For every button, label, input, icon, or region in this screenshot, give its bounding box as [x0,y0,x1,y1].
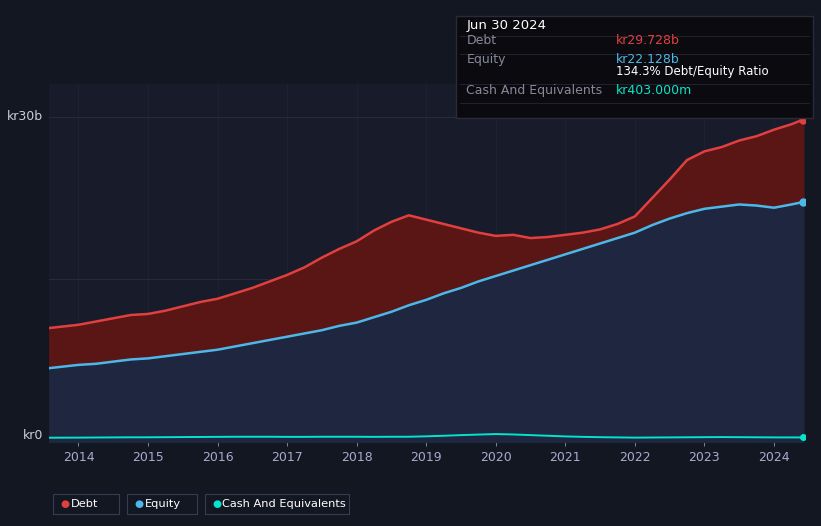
Text: Debt: Debt [466,34,497,47]
Text: kr0: kr0 [23,429,44,442]
Text: Debt: Debt [71,499,98,509]
Text: ●: ● [61,499,70,509]
Text: kr22.128b: kr22.128b [616,53,680,66]
Text: Cash And Equivalents: Cash And Equivalents [222,499,346,509]
Text: ●: ● [135,499,144,509]
Text: Cash And Equivalents: Cash And Equivalents [466,84,603,97]
Text: kr29.728b: kr29.728b [616,34,680,47]
Text: Equity: Equity [144,499,181,509]
Text: Equity: Equity [466,53,506,66]
Text: kr30b: kr30b [7,110,44,123]
Text: kr403.000m: kr403.000m [616,84,692,97]
Text: Jun 30 2024: Jun 30 2024 [466,19,546,32]
Text: 134.3% Debt/Equity Ratio: 134.3% Debt/Equity Ratio [616,65,768,78]
Text: ●: ● [213,499,222,509]
